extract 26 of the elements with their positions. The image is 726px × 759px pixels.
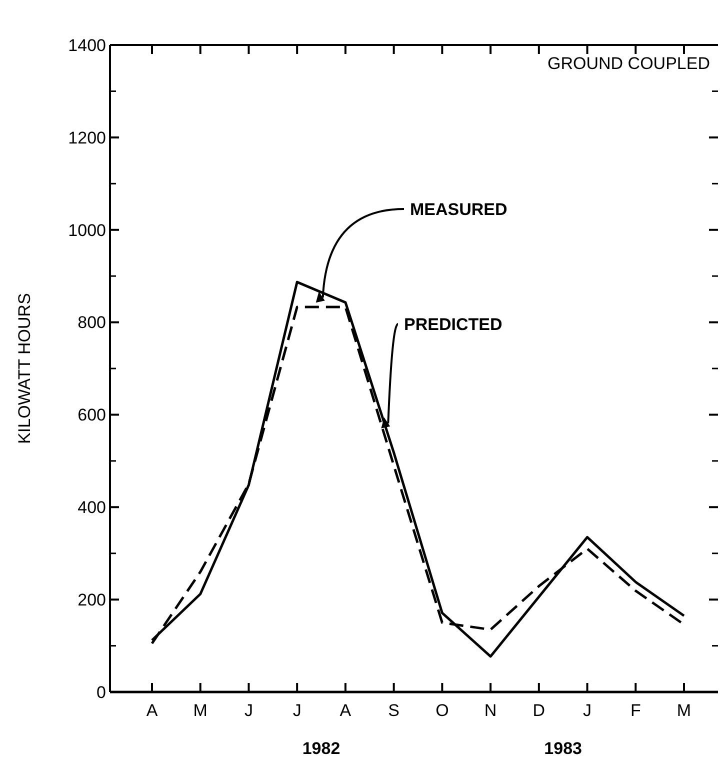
text: PREDICTED	[404, 315, 502, 334]
x-tick-label: F	[630, 701, 641, 720]
text: 1982	[302, 739, 340, 758]
text: 1983	[544, 739, 582, 758]
x-tick-label: M	[193, 701, 208, 720]
text: GROUND COUPLED	[548, 54, 710, 73]
text: MEASURED	[410, 200, 508, 219]
y-tick-label: 1200	[68, 128, 106, 148]
y-tick-label: 400	[78, 498, 106, 518]
y-tick-label: 1000	[68, 220, 106, 240]
y-tick-label: 600	[78, 406, 106, 425]
y-tick-label: 200	[78, 590, 106, 610]
y-axis-title: KILOWATT HOURS	[15, 293, 34, 444]
x-tick-label: S	[388, 701, 400, 720]
y-tick-label: 1400	[68, 36, 106, 55]
x-tick-label: J	[292, 701, 302, 720]
y-tick-label: 800	[78, 313, 106, 332]
x-tick-label: A	[340, 701, 352, 720]
x-tick-label: D	[532, 701, 546, 720]
x-tick-label: M	[676, 701, 692, 720]
x-tick-label: A	[146, 701, 158, 720]
x-tick-label: N	[484, 701, 497, 720]
x-tick-label: O	[436, 701, 449, 720]
x-tick-label: J	[583, 701, 592, 720]
y-tick-label: 0	[96, 682, 106, 702]
x-tick-label: J	[244, 701, 253, 720]
